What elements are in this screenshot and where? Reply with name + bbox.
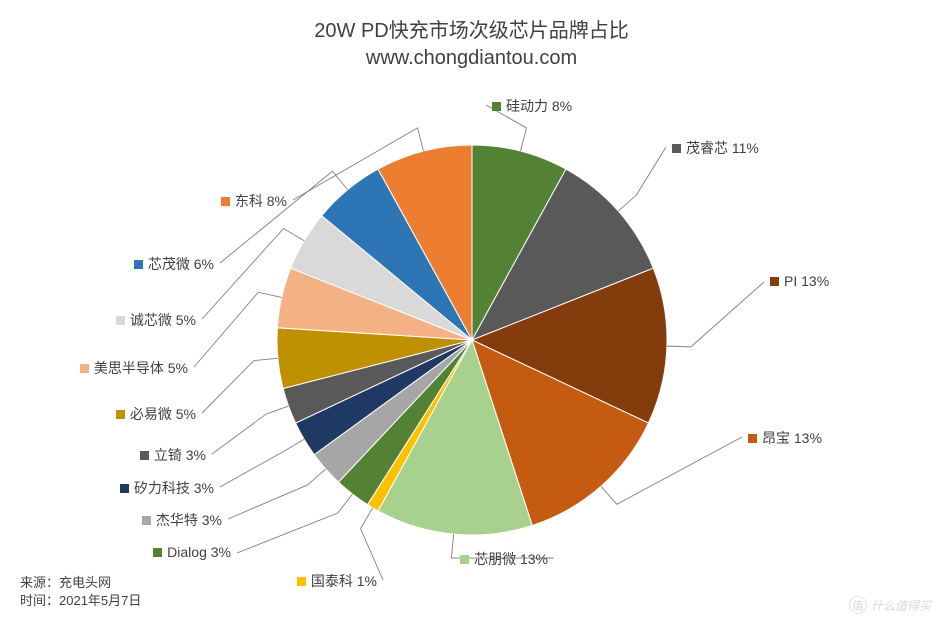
legend-swatch bbox=[221, 197, 230, 206]
slice-label: 必易微 5% bbox=[116, 404, 196, 424]
footer-source: 来源：充电头网 bbox=[20, 574, 141, 592]
footer: 来源：充电头网 时间：2021年5月7日 bbox=[20, 574, 141, 610]
slice-label: PI 13% bbox=[770, 273, 829, 289]
legend-swatch bbox=[748, 434, 757, 443]
legend-swatch bbox=[297, 577, 306, 586]
legend-swatch bbox=[140, 451, 149, 460]
legend-swatch bbox=[134, 260, 143, 269]
watermark-text: 什么值得买 bbox=[871, 597, 931, 614]
footer-time: 时间：2021年5月7日 bbox=[20, 592, 141, 610]
slice-label-text: 美思半导体 5% bbox=[94, 358, 188, 378]
slice-label-text: 诚芯微 5% bbox=[130, 310, 196, 330]
legend-swatch bbox=[770, 277, 779, 286]
leader-line bbox=[220, 439, 304, 487]
slice-label: Dialog 3% bbox=[153, 544, 231, 560]
watermark-icon: 值 bbox=[849, 596, 867, 614]
leader-line bbox=[228, 469, 326, 519]
legend-swatch bbox=[153, 548, 162, 557]
slice-label-text: 国泰科 1% bbox=[311, 571, 377, 591]
slice-label-text: Dialog 3% bbox=[167, 544, 231, 560]
slice-label-text: 杰华特 3% bbox=[156, 510, 222, 530]
slice-label: 矽力科技 3% bbox=[120, 478, 214, 498]
slice-label: 芯茂微 6% bbox=[134, 254, 214, 274]
slice-label: 东科 8% bbox=[221, 191, 287, 211]
legend-swatch bbox=[672, 144, 681, 153]
legend-swatch bbox=[120, 484, 129, 493]
slice-label-text: 芯朋微 13% bbox=[474, 549, 548, 569]
slice-label: 昂宝 13% bbox=[748, 428, 822, 448]
slice-label-text: 芯茂微 6% bbox=[148, 254, 214, 274]
watermark: 值 什么值得买 bbox=[849, 596, 931, 614]
legend-swatch bbox=[80, 364, 89, 373]
legend-swatch bbox=[116, 410, 125, 419]
legend-swatch bbox=[492, 102, 501, 111]
slice-label: 诚芯微 5% bbox=[116, 310, 196, 330]
legend-swatch bbox=[142, 516, 151, 525]
slice-label-text: PI 13% bbox=[784, 273, 829, 289]
slice-label: 国泰科 1% bbox=[297, 571, 377, 591]
leader-line bbox=[212, 406, 289, 454]
slice-label-text: 矽力科技 3% bbox=[134, 478, 214, 498]
slice-label-text: 必易微 5% bbox=[130, 404, 196, 424]
leader-line bbox=[237, 494, 352, 553]
leader-line bbox=[202, 358, 278, 413]
slice-label: 美思半导体 5% bbox=[80, 358, 188, 378]
slice-label-text: 茂睿芯 11% bbox=[686, 138, 759, 158]
slice-label: 茂睿芯 11% bbox=[672, 138, 759, 158]
leader-line bbox=[194, 292, 282, 367]
legend-swatch bbox=[116, 316, 125, 325]
slice-label-text: 硅动力 8% bbox=[506, 96, 572, 116]
slice-label-text: 东科 8% bbox=[235, 191, 287, 211]
slice-label: 立锜 3% bbox=[140, 445, 206, 465]
slice-label: 杰华特 3% bbox=[142, 510, 222, 530]
legend-swatch bbox=[460, 555, 469, 564]
slice-label-text: 昂宝 13% bbox=[762, 428, 822, 448]
leader-line bbox=[361, 508, 383, 580]
slice-label-text: 立锜 3% bbox=[154, 445, 206, 465]
slice-label: 硅动力 8% bbox=[492, 96, 572, 116]
leader-line bbox=[667, 282, 764, 347]
slice-label: 芯朋微 13% bbox=[460, 549, 548, 569]
leader-line bbox=[618, 147, 666, 211]
